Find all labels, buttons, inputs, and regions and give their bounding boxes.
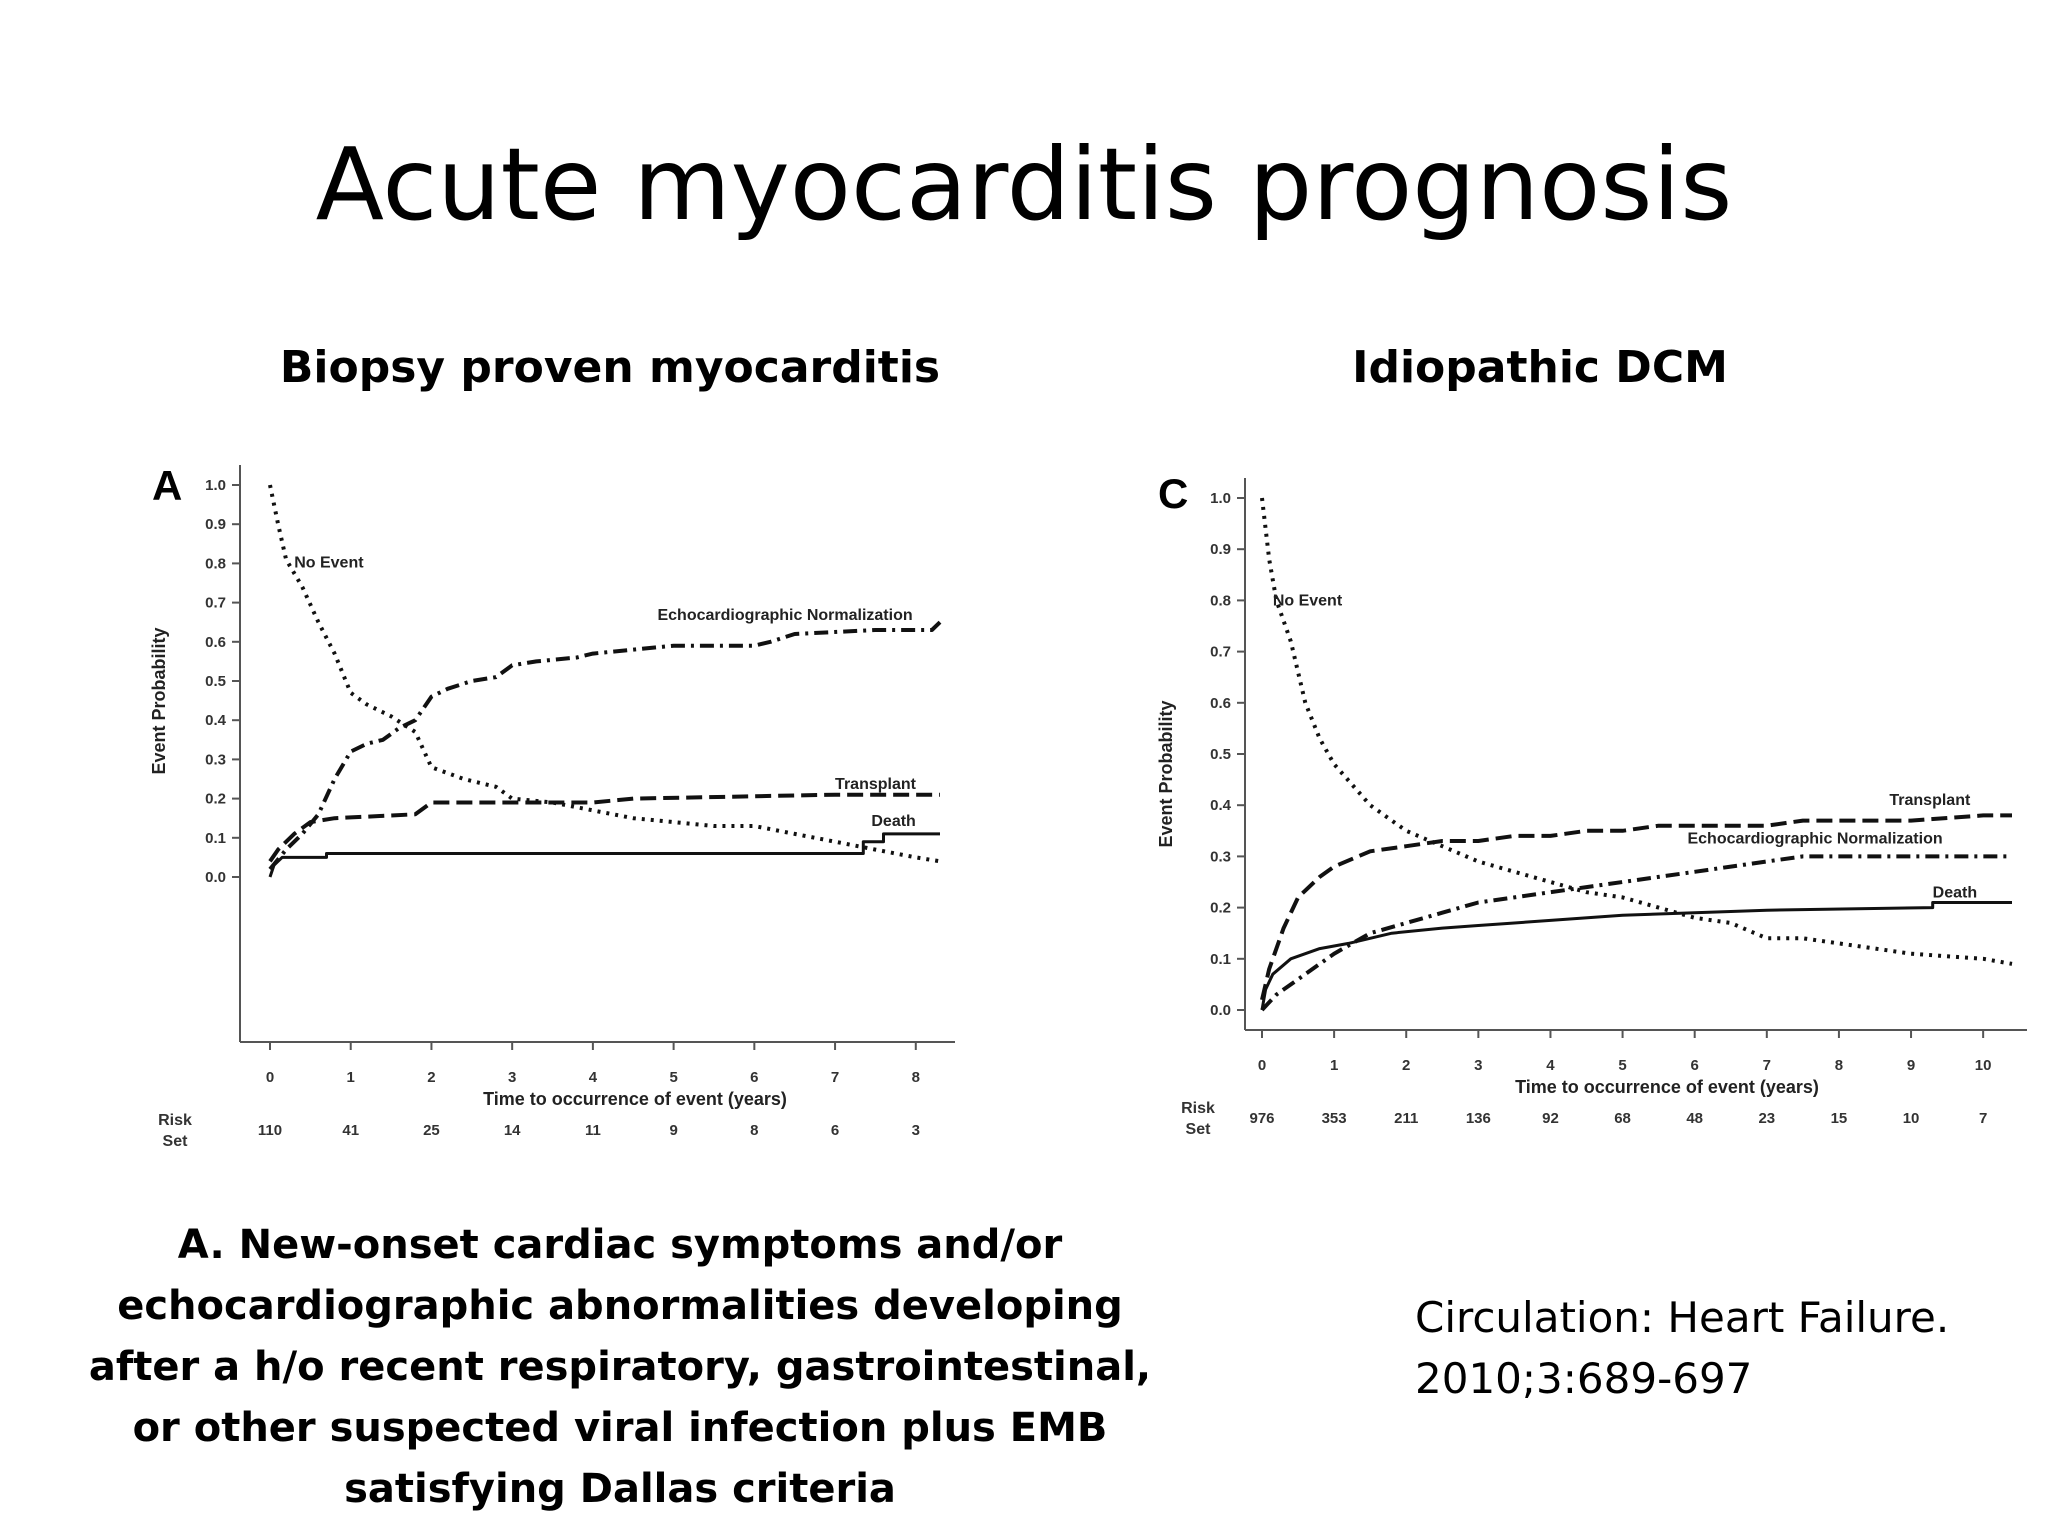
chart-a-series-label-transplant: Transplant <box>835 776 917 793</box>
chart-c-series-transplant <box>1260 813 2012 1001</box>
chart-c-risk-set-value: 211 <box>1394 1110 1418 1127</box>
chart-a-risk-label-line2: Set <box>163 1133 189 1150</box>
chart-c-risk-set-value: 68 <box>1614 1110 1631 1127</box>
chart-a-y-tick-label: 0.9 <box>205 516 226 533</box>
chart-c-x-tick-label: 5 <box>1618 1057 1626 1074</box>
chart-a-x-tick-label: 8 <box>912 1069 920 1086</box>
chart-c-panel-letter: C <box>1158 470 1188 517</box>
chart-c-x-axis-label: Time to occurrence of event (years) <box>1515 1077 1819 1097</box>
chart-a-y-tick-label: 0.0 <box>205 869 226 886</box>
chart-c-risk-set-value: 7 <box>1979 1110 1987 1127</box>
slide-title: Acute myocarditis prognosis <box>315 126 1733 243</box>
chart-a: A 0.0 0.1 0.2 0.3 0.4 0.5 0.6 0.7 0.8 0.9 1.0 0 1 2 3 4 5… <box>149 462 955 1150</box>
chart-c-y-tick-label: 0.4 <box>1210 797 1232 814</box>
figure-caption: A. New-onset cardiac symptoms and/or ech… <box>88 1222 1152 1512</box>
chart-a-series-label-death: Death <box>871 813 915 830</box>
chart-a-x-tick-label: 2 <box>427 1069 435 1086</box>
chart-a-series-no-event <box>268 484 941 864</box>
chart-a-panel-letter: A <box>152 462 182 509</box>
chart-a-series-echocardiographic-normalization <box>268 620 942 871</box>
chart-c-y-tick-label: 0.3 <box>1210 848 1231 865</box>
chart-c-y-tick-label: 0.2 <box>1210 900 1231 917</box>
chart-c-risk-set-value: 15 <box>1831 1110 1848 1127</box>
chart-c-series-echocardiographic-normalization <box>1260 854 2012 1012</box>
chart-a-y-tick-label: 0.3 <box>205 751 226 768</box>
chart-a-x-tick-label: 4 <box>589 1069 598 1086</box>
chart-c-series-label-transplant: Transplant <box>1889 792 1971 809</box>
chart-a-series-label-no-event: No Event <box>294 554 364 571</box>
chart-a-y-tick-label: 0.4 <box>205 712 227 729</box>
chart-c-risk-label-line1: Risk <box>1181 1100 1215 1117</box>
citation-volume: 2010;3:689-697 <box>1415 1354 1753 1403</box>
right-panel-heading: Idiopathic DCM <box>1352 342 1728 393</box>
chart-c-y-tick-label: 0.1 <box>1210 951 1231 968</box>
chart-c-y-tick-label: 0.7 <box>1210 644 1231 661</box>
chart-a-series-label-echocardiographic-normalization: Echocardiographic Normalization <box>657 607 912 624</box>
chart-c-risk-label-line2: Set <box>1186 1121 1212 1138</box>
chart-a-risk-set-value: 110 <box>258 1122 282 1139</box>
chart-a-y-tick-label: 0.5 <box>205 673 226 690</box>
chart-c-x-tick-label: 6 <box>1691 1057 1699 1074</box>
chart-a-x-tick-label: 1 <box>347 1069 355 1086</box>
chart-a-risk-set-value: 8 <box>750 1122 758 1139</box>
chart-c-y-tick-label: 0.8 <box>1210 592 1231 609</box>
chart-a-x-tick-label: 6 <box>750 1069 758 1086</box>
chart-c-x-tick-label: 8 <box>1835 1057 1843 1074</box>
chart-a-y-tick-label: 0.7 <box>205 595 226 612</box>
left-panel-heading: Biopsy proven myocarditis <box>279 342 941 393</box>
chart-c-y-tick-label: 0.5 <box>1210 746 1231 763</box>
chart-a-x-tick-label: 0 <box>266 1069 274 1086</box>
chart-a-risk-set-value: 11 <box>585 1122 601 1139</box>
chart-a-y-tick-label: 0.8 <box>205 555 226 572</box>
chart-a-risk-set-value: 14 <box>504 1122 521 1139</box>
chart-a-risk-set-value: 9 <box>669 1122 677 1139</box>
chart-a-x-tick-label: 5 <box>669 1069 677 1086</box>
chart-a-risk-set-value: 6 <box>831 1122 839 1139</box>
chart-c-x-tick-label: 7 <box>1763 1057 1771 1074</box>
chart-c-x-tick-label: 3 <box>1474 1057 1482 1074</box>
chart-c-y-tick-label: 1.0 <box>1210 490 1231 507</box>
chart-c-series-death <box>1260 901 2012 1011</box>
chart-c-risk-set-value: 10 <box>1903 1110 1920 1127</box>
chart-c-series-no-event <box>1260 497 2013 966</box>
chart-c-series-label-echocardiographic-normalization: Echocardiographic Normalization <box>1687 831 1942 848</box>
chart-c-y-tick-label: 0.9 <box>1210 541 1231 558</box>
chart-a-risk-label-line1: Risk <box>158 1112 192 1129</box>
chart-a-series-transplant <box>268 792 940 863</box>
chart-a-x-tick-label: 3 <box>508 1069 516 1086</box>
chart-a-x-axis-label: Time to occurrence of event (years) <box>483 1089 787 1109</box>
chart-c: C0.00.10.20.30.40.50.60.70.80.91.00 1 2 3 4 5… <box>1156 470 2027 1138</box>
chart-c-risk-set-value: 48 <box>1686 1110 1703 1127</box>
chart-a-risk-set-value: 41 <box>342 1122 359 1139</box>
chart-c-risk-set-value: 92 <box>1542 1110 1559 1127</box>
chart-c-x-tick-label: 4 <box>1546 1057 1555 1074</box>
chart-a-y-tick-label: 0.1 <box>205 830 226 847</box>
chart-a-y-tick-label: 1.0 <box>205 477 226 494</box>
chart-c-risk-set-value: 353 <box>1322 1110 1347 1127</box>
chart-c-series-label-no-event: No Event <box>1273 593 1343 610</box>
chart-a-y-tick-label: 0.6 <box>205 634 226 651</box>
chart-a-series-death <box>268 832 940 878</box>
citation: Circulation: Heart Failure. 2010;3:689-6… <box>1415 1287 1949 1409</box>
chart-c-x-tick-label: 1 <box>1330 1057 1338 1074</box>
chart-a-x-tick-label: 7 <box>831 1069 839 1086</box>
chart-a-y-tick-label: 0.2 <box>205 791 226 808</box>
chart-a-risk-set-value: 25 <box>423 1122 440 1139</box>
chart-c-x-tick-label: 10 <box>1975 1057 1992 1074</box>
chart-c-x-tick-label: 2 <box>1402 1057 1410 1074</box>
chart-c-x-tick-label: 9 <box>1907 1057 1915 1074</box>
chart-a-y-axis-label: Event Probability <box>149 627 169 774</box>
chart-c-series-label-death: Death <box>1933 884 1977 901</box>
chart-c-x-tick-label: 0 <box>1258 1057 1266 1074</box>
chart-c-risk-set-value: 976 <box>1249 1110 1274 1127</box>
chart-c-y-tick-label: 0.0 <box>1210 1002 1231 1019</box>
chart-c-y-axis-label: Event Probability <box>1156 700 1176 847</box>
chart-c-y-tick-label: 0.6 <box>1210 695 1231 712</box>
chart-c-risk-set-value: 136 <box>1466 1110 1491 1127</box>
chart-a-risk-set-value: 3 <box>912 1122 920 1139</box>
chart-c-risk-set-value: 23 <box>1758 1110 1775 1127</box>
citation-journal: Circulation: Heart Failure. <box>1415 1293 1950 1342</box>
